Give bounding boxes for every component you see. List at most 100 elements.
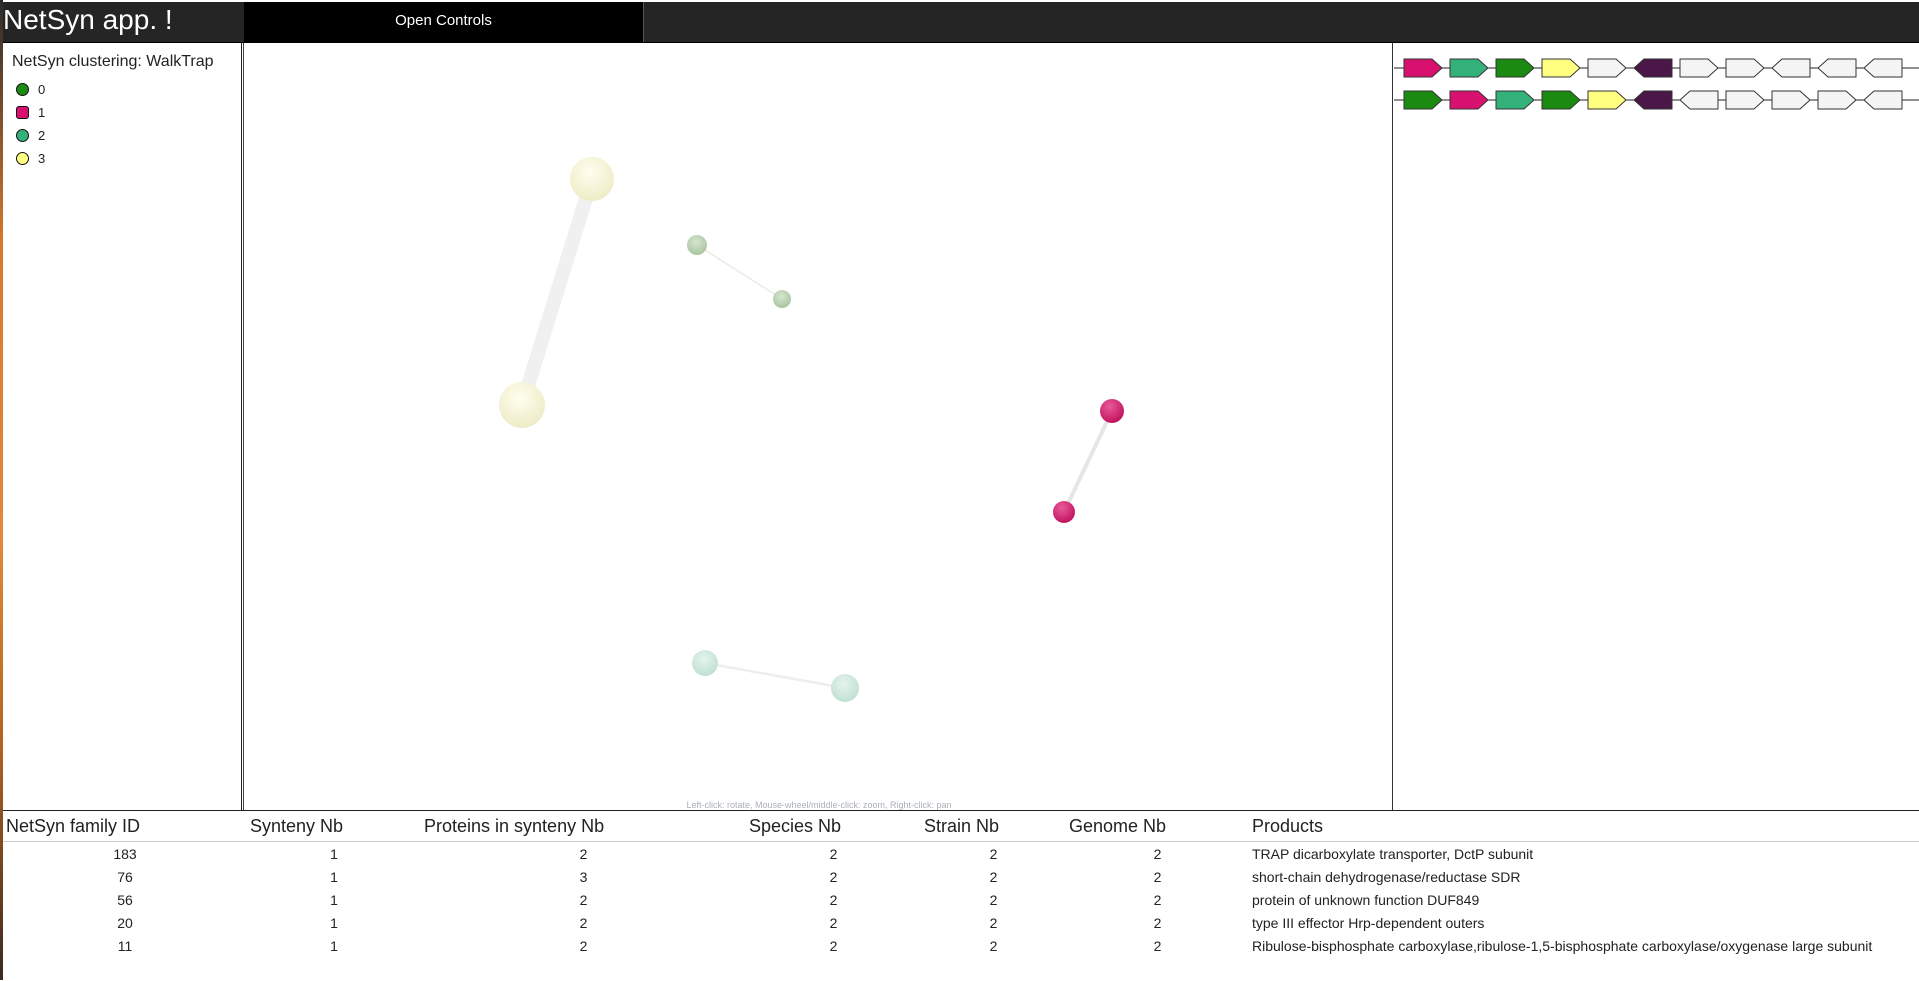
table-cell: 2 bbox=[1153, 937, 1162, 954]
graph-edge bbox=[515, 172, 599, 412]
table-cell: Ribulose-bisphosphate carboxylase,ribulo… bbox=[1252, 937, 1873, 954]
gene-arrow-right-icon[interactable] bbox=[1541, 58, 1581, 78]
table-cell: 2 bbox=[1153, 868, 1162, 885]
synteny-panel bbox=[1394, 43, 1919, 810]
column-header[interactable]: Products bbox=[1249, 811, 1919, 842]
legend-item-label: 0 bbox=[38, 82, 46, 97]
table-cell: 2 bbox=[989, 891, 998, 908]
graph-node-cluster-1[interactable] bbox=[1053, 501, 1075, 523]
gene-arrow-right-icon[interactable] bbox=[1725, 90, 1765, 110]
table-row[interactable]: 76 1 3 2 2 2 short-chain dehydrogenase/reducta… bbox=[3, 865, 1919, 888]
app-title: NetSyn app. ! bbox=[3, 4, 173, 35]
gene-arrow-right-icon[interactable] bbox=[1817, 90, 1857, 110]
table-body: 183 1 2 2 2 2 TRAP dicarboxylate transporter, … bbox=[3, 842, 1919, 958]
legend-item-3: 3 bbox=[12, 147, 241, 170]
legend-panel: NetSyn clustering: WalkTrap 0 1 2 3 bbox=[3, 43, 242, 810]
table-cell: 2 bbox=[989, 937, 998, 954]
families-table: NetSyn family ID Synteny Nb Proteins in sy… bbox=[3, 811, 1919, 957]
table-row[interactable]: 20 1 2 2 2 2 type III effector Hrp-dependent o… bbox=[3, 911, 1919, 934]
table-cell: 2 bbox=[829, 868, 838, 885]
table-cell: 183 bbox=[113, 845, 137, 862]
legend-item-1: 1 bbox=[12, 101, 241, 124]
legend-title: NetSyn clustering: WalkTrap bbox=[12, 53, 214, 70]
table-row[interactable]: 183 1 2 2 2 2 TRAP dicarboxylate transporter, … bbox=[3, 842, 1919, 866]
graph-edge bbox=[1062, 409, 1114, 514]
gene-arrow-right-icon[interactable] bbox=[1587, 90, 1627, 110]
legend-swatch-circle-icon bbox=[16, 129, 29, 142]
families-table-container: NetSyn family ID Synteny Nb Proteins in sy… bbox=[3, 810, 1919, 981]
column-header[interactable]: Genome Nb bbox=[1066, 811, 1249, 842]
gene-arrow-left-icon[interactable] bbox=[1863, 58, 1903, 78]
column-header[interactable]: NetSyn family ID bbox=[3, 811, 247, 842]
legend-item-2: 2 bbox=[12, 124, 241, 147]
gene-arrow-right-icon[interactable] bbox=[1449, 58, 1489, 78]
gene-arrow-left-icon[interactable] bbox=[1633, 90, 1673, 110]
table-cell: 2 bbox=[579, 845, 588, 862]
graph-node-cluster-2[interactable] bbox=[831, 674, 859, 702]
window-edge-strip bbox=[0, 0, 3, 980]
table-cell: 1 bbox=[330, 891, 338, 908]
gene-arrow-left-icon[interactable] bbox=[1817, 58, 1857, 78]
gene-arrow-right-icon[interactable] bbox=[1495, 58, 1535, 78]
table-cell: 2 bbox=[579, 914, 588, 931]
table-cell: 2 bbox=[579, 891, 588, 908]
gene-arrow-right-icon[interactable] bbox=[1679, 58, 1719, 78]
legend-list: 0 1 2 3 bbox=[12, 78, 241, 170]
gene-arrow-left-icon[interactable] bbox=[1863, 90, 1903, 110]
table-cell: 2 bbox=[1153, 914, 1162, 931]
graph-node-cluster-0[interactable] bbox=[773, 290, 791, 308]
gene-arrow-right-icon[interactable] bbox=[1725, 58, 1765, 78]
legend-item-0: 0 bbox=[12, 78, 241, 101]
gene-arrow-right-icon[interactable] bbox=[1587, 58, 1627, 78]
gene-arrow-right-icon[interactable] bbox=[1403, 90, 1443, 110]
open-controls-button[interactable]: Open Controls bbox=[244, 2, 644, 42]
network-graph-canvas[interactable] bbox=[244, 43, 1394, 810]
table-cell: 1 bbox=[330, 937, 338, 954]
table-cell: protein of unknown function DUF849 bbox=[1252, 891, 1480, 908]
network-graph-panel[interactable]: Left-click: rotate, Mouse-wheel/middle-c… bbox=[243, 43, 1393, 810]
table-cell: 20 bbox=[117, 914, 133, 931]
table-cell: 2 bbox=[989, 914, 998, 931]
graph-node-cluster-0[interactable] bbox=[687, 235, 707, 255]
column-header[interactable]: Synteny Nb bbox=[247, 811, 421, 842]
table-cell: type III effector Hrp-dependent outers bbox=[1252, 914, 1485, 931]
graph-node-cluster-1[interactable] bbox=[1100, 399, 1124, 423]
column-header[interactable]: Species Nb bbox=[746, 811, 921, 842]
table-cell: 2 bbox=[989, 845, 998, 862]
legend-item-label: 3 bbox=[38, 151, 46, 166]
graph-node-cluster-3[interactable] bbox=[570, 157, 614, 201]
column-header[interactable]: Strain Nb bbox=[921, 811, 1066, 842]
legend-item-label: 2 bbox=[38, 128, 46, 143]
table-cell: short-chain dehydrogenase/reductase SDR bbox=[1252, 868, 1521, 885]
graph-hint: Left-click: rotate, Mouse-wheel/middle-c… bbox=[686, 800, 952, 810]
legend-swatch-circle-icon bbox=[16, 152, 29, 165]
gene-arrow-right-icon[interactable] bbox=[1449, 90, 1489, 110]
graph-edge bbox=[696, 244, 783, 300]
gene-arrow-right-icon[interactable] bbox=[1495, 90, 1535, 110]
table-cell: 2 bbox=[579, 937, 588, 954]
table-cell: 56 bbox=[117, 891, 133, 908]
column-header[interactable]: Proteins in synteny Nb bbox=[421, 811, 746, 842]
table-cell: 3 bbox=[579, 868, 588, 885]
table-cell: 11 bbox=[117, 937, 133, 954]
graph-node-cluster-3[interactable] bbox=[499, 382, 545, 428]
graph-node-cluster-2[interactable] bbox=[692, 650, 718, 676]
legend-swatch-square-icon bbox=[16, 106, 29, 119]
gene-arrow-right-icon[interactable] bbox=[1403, 58, 1443, 78]
gene-arrow-right-icon[interactable] bbox=[1541, 90, 1581, 110]
graph-edge bbox=[703, 661, 847, 690]
table-cell: 2 bbox=[829, 914, 838, 931]
table-cell: TRAP dicarboxylate transporter, DctP sub… bbox=[1252, 845, 1534, 862]
table-header-row: NetSyn family ID Synteny Nb Proteins in sy… bbox=[3, 811, 1919, 842]
legend-item-label: 1 bbox=[38, 105, 46, 120]
table-cell: 2 bbox=[1153, 891, 1162, 908]
table-cell: 2 bbox=[829, 891, 838, 908]
gene-arrow-right-icon[interactable] bbox=[1771, 90, 1811, 110]
gene-arrow-left-icon[interactable] bbox=[1633, 58, 1673, 78]
gene-arrow-left-icon[interactable] bbox=[1679, 90, 1719, 110]
table-cell: 2 bbox=[989, 868, 998, 885]
gene-arrow-left-icon[interactable] bbox=[1771, 58, 1811, 78]
table-row[interactable]: 56 1 2 2 2 2 protein of unknown function DUF84… bbox=[3, 888, 1919, 911]
table-cell: 76 bbox=[117, 868, 133, 885]
table-row[interactable]: 11 1 2 2 2 2 Ribulose-bisphosphate carboxylase… bbox=[3, 934, 1919, 957]
